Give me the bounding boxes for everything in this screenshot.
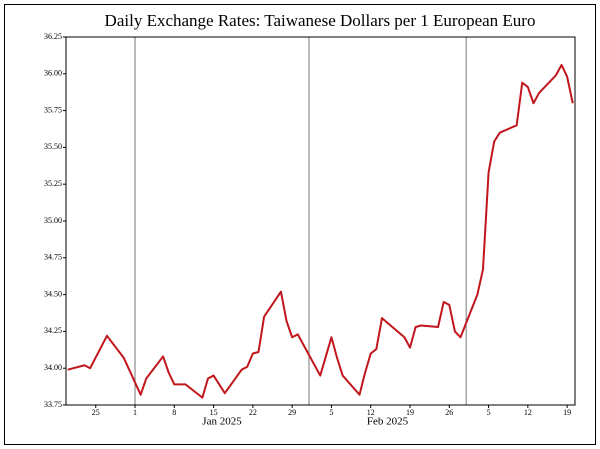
chart-title: Daily Exchange Rates: Taiwanese Dollars … [105, 11, 536, 30]
x-tick-label: 19 [563, 408, 571, 417]
line-series [67, 63, 574, 399]
x-tick-label: 19 [406, 408, 414, 417]
x-tick-label: 29 [288, 408, 296, 417]
y-tick-label: 35.50 [44, 142, 62, 151]
y-tick-label: 36.00 [44, 69, 62, 78]
month-label: Jan 2025 [202, 416, 242, 428]
y-tick-label: 34.25 [44, 326, 62, 335]
x-tick-label: 12 [367, 408, 375, 417]
x-tick-label: 1 [133, 408, 137, 417]
month-label: Feb 2025 [367, 416, 409, 428]
x-tick-label: 5 [329, 408, 333, 417]
y-tick-label: 35.25 [44, 179, 62, 188]
x-tick-label: 25 [92, 408, 100, 417]
y-tick-label: 36.25 [44, 32, 62, 41]
y-tick-label: 34.00 [44, 363, 62, 372]
y-tick-label: 35.75 [44, 105, 62, 114]
x-tick-label: 8 [172, 408, 176, 417]
y-tick-label: 33.75 [44, 400, 62, 409]
plot-area [65, 36, 576, 406]
y-tick-label: 35.00 [44, 216, 62, 225]
x-tick-label: 12 [524, 408, 532, 417]
x-tick-label: 5 [487, 408, 491, 417]
x-tick-label: 26 [445, 408, 453, 417]
x-tick-label: 22 [249, 408, 257, 417]
frame [4, 4, 596, 445]
y-tick-label: 34.75 [44, 253, 62, 262]
y-tick-label: 34.50 [44, 289, 62, 298]
x-tick-label: 15 [210, 408, 218, 417]
